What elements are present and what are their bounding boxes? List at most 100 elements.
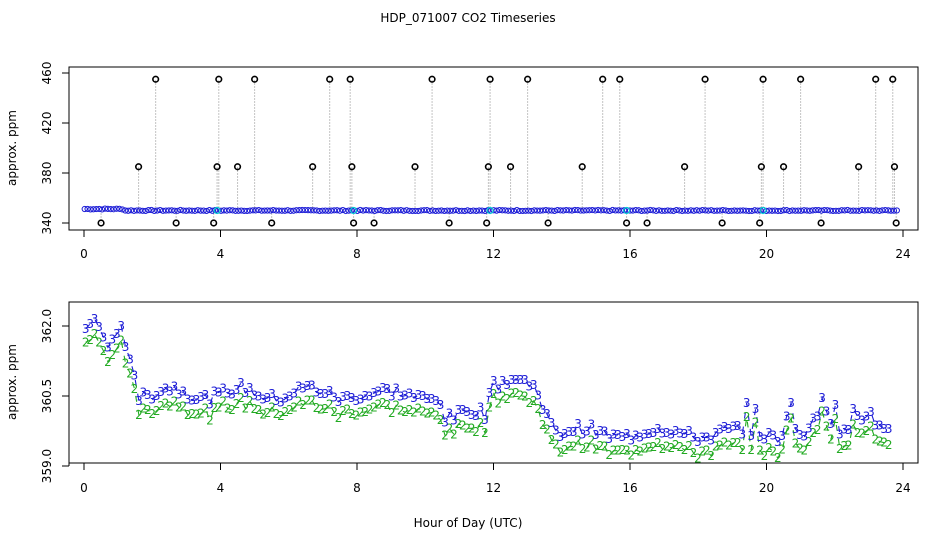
baseline-point	[844, 206, 851, 214]
baseline-point	[771, 207, 779, 214]
baseline-point	[246, 207, 254, 214]
series-3-point: 3	[428, 392, 436, 406]
series-3-point: 3	[654, 422, 662, 436]
outlier-point	[215, 75, 223, 83]
series-3-point: 3	[809, 411, 817, 425]
series-3-point: 3	[304, 379, 312, 393]
baseline-point	[737, 207, 744, 214]
series-3-point: 3	[730, 420, 738, 434]
baseline-point	[200, 207, 207, 214]
series-2-point: 2	[681, 443, 689, 457]
baseline-point	[751, 207, 758, 214]
outlier-point	[251, 75, 259, 83]
outlier-point	[309, 163, 317, 171]
series-2-point: 2	[849, 418, 857, 432]
baseline-point	[653, 207, 660, 214]
baseline-point	[391, 207, 399, 214]
baseline-point	[577, 207, 584, 214]
baseline-point	[290, 207, 297, 214]
series-3-point: 3	[175, 387, 183, 401]
outlier-point	[680, 163, 689, 171]
series-3-point: 3	[676, 426, 684, 440]
series-2-point: 2	[676, 440, 684, 454]
series-3-point: 3	[157, 385, 165, 399]
series-3-point: 3	[486, 386, 494, 400]
baseline-point	[734, 207, 741, 214]
baseline-point	[420, 207, 428, 214]
series-2-point: 2	[792, 436, 800, 450]
baseline-point	[107, 205, 114, 213]
top-plot-area	[68, 66, 919, 231]
outlier-point	[544, 219, 552, 227]
series-3-point: 3	[179, 385, 187, 399]
series-3-point: 3	[641, 428, 649, 442]
series-3-point: 3	[352, 394, 360, 408]
baseline-point	[232, 207, 239, 214]
baseline-point	[679, 207, 686, 215]
baseline-point	[711, 207, 718, 214]
baseline-point	[217, 207, 225, 214]
bottom-y-tick-label: 362.0	[40, 309, 54, 343]
baseline-point	[406, 207, 413, 214]
bottom-x-tick-label: 24	[895, 481, 910, 495]
top-x-tick-label: 20	[759, 247, 774, 261]
baseline-point	[397, 207, 404, 214]
baseline-point	[673, 206, 680, 214]
baseline-point	[162, 207, 169, 214]
series-3-point: 3	[867, 405, 875, 419]
series-3-point: 3	[770, 428, 778, 442]
series-3-point: 3	[162, 381, 170, 395]
series-3-point: 3	[801, 430, 809, 444]
series-3-point: 3	[375, 384, 383, 398]
series-3-line	[85, 318, 889, 443]
series-3-point: 3	[734, 419, 742, 433]
series-3-point: 3	[645, 427, 653, 441]
series-3-point: 3	[792, 422, 800, 436]
series-3-point: 3	[499, 374, 507, 388]
baseline-point	[333, 207, 341, 214]
series-3-point: 3	[721, 420, 729, 434]
series-3-point: 3	[601, 424, 609, 438]
baseline-point	[661, 207, 668, 214]
baseline-point	[313, 207, 320, 214]
baseline-point	[98, 206, 106, 213]
series-2-point: 2	[246, 394, 254, 408]
series-3-point: 3	[379, 381, 387, 395]
outlier-point	[428, 75, 436, 83]
baseline-point	[635, 207, 642, 214]
series-3-point: 3	[317, 387, 325, 401]
baseline-point	[226, 207, 233, 214]
baseline-point	[774, 207, 782, 215]
series-3-point: 3	[747, 429, 755, 443]
series-2-point: 2	[468, 421, 476, 435]
baseline-point	[270, 207, 277, 214]
baseline-point	[96, 205, 103, 213]
baseline-point	[641, 207, 648, 214]
series-3-point: 3	[255, 390, 263, 404]
baseline-point	[574, 207, 581, 214]
baseline-point	[496, 206, 503, 214]
series-3-point: 3	[321, 387, 329, 401]
series-3-point: 3	[313, 385, 321, 399]
baseline-point	[516, 207, 523, 215]
baseline-point	[502, 207, 509, 214]
baseline-point	[249, 207, 257, 214]
baseline-point	[658, 207, 666, 214]
series-2-point: 2	[423, 407, 431, 421]
series-2-point: 2	[685, 439, 693, 453]
baseline-point	[360, 207, 367, 214]
baseline-point	[394, 207, 402, 214]
series-2-point: 2	[867, 419, 875, 433]
series-2-point: 2	[348, 407, 356, 421]
baseline-point	[365, 207, 373, 214]
baseline-point	[740, 207, 747, 214]
baseline-point	[267, 207, 274, 214]
baseline-point	[565, 207, 573, 214]
baseline-point	[638, 207, 645, 215]
series-3-point: 3	[166, 384, 174, 398]
series-2-point: 2	[565, 440, 573, 454]
series-3-point: 3	[836, 427, 844, 441]
series-2-point: 2	[384, 398, 392, 412]
series-3-point: 3	[344, 389, 352, 403]
series-2-point: 2	[237, 391, 245, 405]
